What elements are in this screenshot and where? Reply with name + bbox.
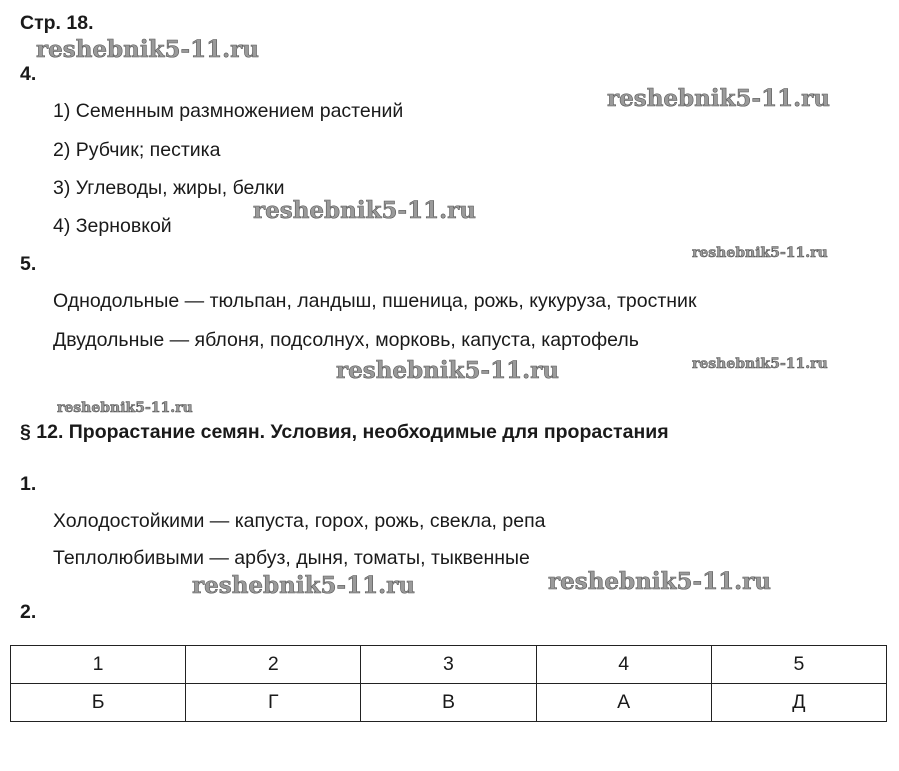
task-5-line: Двудольные — яблоня, подсолнух, морковь,… bbox=[53, 329, 639, 351]
table-cell: Г bbox=[185, 683, 362, 722]
table-cell: 1 bbox=[9, 645, 187, 684]
watermark: reshebnik5-11.ru bbox=[692, 356, 828, 372]
watermark: reshebnik5-11.ru bbox=[692, 245, 828, 261]
table-cell: А bbox=[535, 683, 712, 722]
watermark: reshebnik5-11.ru bbox=[607, 85, 831, 112]
watermark: reshebnik5-11.ru bbox=[253, 197, 477, 224]
table-row: Б Г В А Д bbox=[9, 683, 888, 722]
section-title: § 12. Прорастание семян. Условия, необхо… bbox=[20, 421, 669, 443]
table-cell: Д bbox=[710, 683, 888, 722]
task-5-line: Однодольные — тюльпан, ландыш, пшеница, … bbox=[53, 290, 697, 312]
table-cell: 3 bbox=[360, 645, 537, 684]
table-cell: Б bbox=[9, 683, 187, 722]
task-1-number: 1. bbox=[20, 473, 37, 495]
table-cell: 2 bbox=[185, 645, 362, 684]
table-header-row: 1 2 3 4 5 bbox=[9, 645, 888, 684]
table-cell: В bbox=[360, 683, 537, 722]
watermark: reshebnik5-11.ru bbox=[57, 400, 193, 416]
table-cell: 5 bbox=[710, 645, 888, 684]
task-4-item: 2) Рубчик; пестика bbox=[53, 139, 221, 161]
watermark: reshebnik5-11.ru bbox=[192, 572, 416, 599]
task-2-number: 2. bbox=[20, 601, 37, 623]
table-cell: 4 bbox=[535, 645, 712, 684]
task-4-number: 4. bbox=[20, 63, 37, 85]
task-1-line: Холодостойкими — капуста, горох, рожь, с… bbox=[53, 510, 546, 532]
watermark: reshebnik5-11.ru bbox=[36, 36, 260, 63]
watermark: reshebnik5-11.ru bbox=[336, 357, 560, 384]
task-4-item: 1) Семенным размножением растений bbox=[53, 100, 404, 122]
task-4-item: 3) Углеводы, жиры, белки bbox=[53, 177, 285, 199]
task-4-item: 4) Зерновкой bbox=[53, 215, 172, 237]
task-1-line: Теплолюбивыми — арбуз, дыня, томаты, тык… bbox=[53, 547, 530, 569]
task-5-number: 5. bbox=[20, 253, 37, 275]
answer-table: 1 2 3 4 5 Б Г В А Д bbox=[9, 645, 888, 722]
watermark: reshebnik5-11.ru bbox=[548, 568, 772, 595]
page-label: Стр. 18. bbox=[20, 12, 94, 34]
